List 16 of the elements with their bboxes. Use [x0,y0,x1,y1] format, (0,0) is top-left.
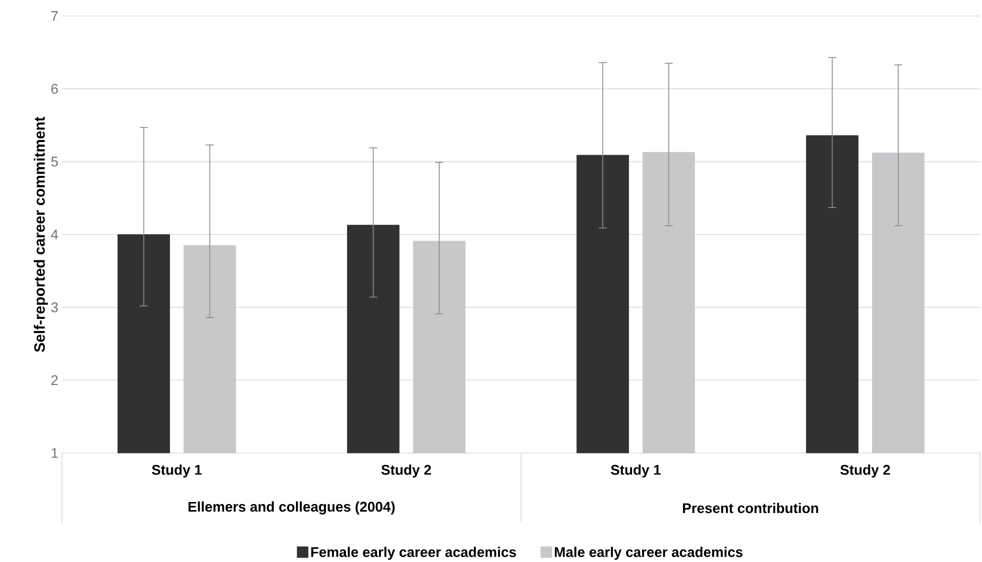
y-axis-title: Self-reported career commitment [34,116,48,352]
text: Present contribution [683,502,818,513]
legend-label: Female early career academics [311,546,516,560]
x-tick-label: Study 1 [152,464,202,478]
y-tick-label: 4 [51,229,58,240]
x-tick-label: Study 1 [610,464,661,478]
y-tick-label: 1 [52,448,58,458]
y-tick-label: 6 [51,84,58,94]
text: Ellemers and colleagues (2004) [188,501,395,514]
y-tick-label: 3 [51,302,58,312]
y-tick-label: 5 [51,156,58,166]
legend-label: Male early career academics [554,546,742,560]
y-tick-label: 2 [51,375,58,385]
y-tick-label: 7 [51,10,58,21]
x-tick-label: Study 2 [381,464,431,478]
x-tick-label: Study 2 [840,464,890,478]
